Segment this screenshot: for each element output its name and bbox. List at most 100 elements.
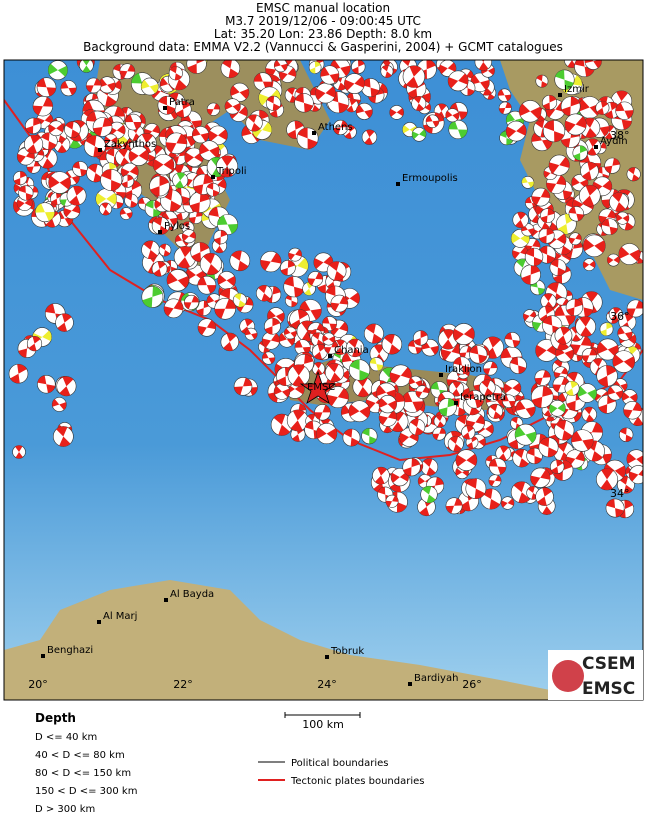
ball-lobe bbox=[629, 469, 643, 482]
ball-lobe bbox=[142, 286, 163, 308]
focal-mechanism bbox=[151, 216, 170, 235]
ball-lobe bbox=[500, 131, 513, 145]
focal-mechanism bbox=[609, 192, 629, 212]
ball-lobe bbox=[597, 365, 617, 387]
ball-lobe bbox=[343, 428, 360, 447]
focal-mechanism bbox=[86, 163, 105, 183]
ball-bg bbox=[52, 426, 74, 447]
ball-lobe bbox=[573, 145, 587, 161]
scale-label: 100 km bbox=[302, 718, 344, 731]
focal-mechanism bbox=[322, 332, 336, 346]
focal-mechanism bbox=[474, 60, 492, 71]
focal-mechanism bbox=[596, 365, 618, 387]
city-label: Aydin bbox=[600, 136, 628, 147]
ball-lobe bbox=[564, 116, 587, 133]
ball-lobe bbox=[199, 143, 220, 158]
ball-lobe bbox=[604, 158, 620, 174]
ball-lobe bbox=[412, 129, 426, 140]
ball-lobe bbox=[335, 339, 345, 355]
ball-lobe bbox=[555, 69, 574, 90]
ball-lobe bbox=[356, 104, 373, 118]
ball-lobe bbox=[605, 125, 614, 140]
ball-lobe bbox=[175, 172, 186, 188]
focal-mechanism bbox=[197, 275, 217, 295]
ball-lobe bbox=[304, 282, 314, 296]
focal-mechanism bbox=[191, 126, 210, 144]
ball-lobe bbox=[422, 486, 436, 503]
ball-lobe bbox=[469, 345, 487, 364]
focal-mechanism bbox=[531, 187, 551, 207]
ball-lobe bbox=[192, 127, 209, 142]
ball-lobe bbox=[545, 101, 566, 118]
focal-mechanism bbox=[526, 447, 543, 465]
ball-lobe bbox=[531, 131, 553, 150]
focal-mechanism bbox=[245, 114, 263, 132]
cities: Patra Athens Zakynthos Tripoli Ermoupolis Pyl… bbox=[41, 84, 628, 686]
focal-mechanism bbox=[206, 182, 220, 197]
ball-lobe bbox=[571, 326, 581, 342]
focal-mechanism bbox=[348, 400, 371, 423]
ball-lobe bbox=[531, 386, 553, 408]
ball-lobe bbox=[230, 85, 249, 99]
focal-mechanism bbox=[330, 294, 349, 313]
ball-lobe bbox=[535, 343, 558, 358]
focal-mechanism bbox=[224, 98, 241, 115]
focal-mechanism bbox=[488, 474, 502, 488]
ball-lobe bbox=[583, 117, 597, 138]
ball-lobe bbox=[524, 239, 541, 253]
city-marker bbox=[594, 145, 598, 149]
ball-lobe bbox=[561, 96, 580, 116]
ball-lobe bbox=[37, 78, 56, 97]
city-label: Al Bayda bbox=[170, 589, 214, 600]
focal-mechanism bbox=[314, 404, 331, 421]
ball-lobe bbox=[312, 332, 324, 347]
focal-mechanism bbox=[618, 243, 641, 265]
ball-lobe bbox=[120, 208, 133, 219]
focal-mechanism bbox=[498, 101, 512, 115]
focal-mechanism bbox=[568, 206, 584, 222]
focal-mechanism bbox=[565, 298, 584, 317]
ball-lobe bbox=[278, 333, 295, 346]
focal-mechanism bbox=[380, 64, 394, 78]
ball-lobe bbox=[290, 409, 305, 431]
focal-mechanism bbox=[18, 185, 34, 201]
ball-lobe bbox=[459, 346, 474, 359]
ball-lobe bbox=[13, 171, 27, 185]
city-label: Patra bbox=[169, 97, 195, 108]
ball-lobe bbox=[582, 162, 597, 181]
focal-mechanism bbox=[124, 193, 139, 208]
focal-mechanism bbox=[216, 155, 239, 178]
focal-mechanism bbox=[165, 132, 188, 155]
ball-lobe bbox=[409, 377, 422, 388]
focal-mechanism bbox=[618, 427, 634, 442]
focal-mechanism bbox=[504, 332, 521, 348]
ball-lobe bbox=[462, 425, 474, 440]
ball-lobe bbox=[198, 320, 216, 335]
focal-mechanism bbox=[322, 316, 337, 332]
ball-lobe bbox=[25, 117, 41, 134]
lat-label: 36° bbox=[610, 310, 630, 323]
ball-lobe bbox=[344, 76, 365, 91]
ball-lobe bbox=[607, 386, 623, 399]
ball-lobe bbox=[207, 103, 220, 116]
focal-mechanism bbox=[66, 185, 87, 206]
ball-lobe bbox=[435, 415, 445, 428]
focal-mechanism bbox=[554, 326, 573, 345]
ball-lobe bbox=[549, 157, 570, 174]
focal-mechanism bbox=[577, 383, 597, 403]
ball-lobe bbox=[617, 327, 633, 340]
focal-mechanism bbox=[324, 362, 345, 383]
ball-lobe bbox=[287, 120, 304, 139]
city-marker bbox=[328, 354, 332, 358]
focal-mechanism bbox=[549, 259, 567, 276]
focal-mechanism bbox=[25, 117, 42, 134]
ball-lobe bbox=[48, 175, 71, 190]
focal-mechanism bbox=[229, 250, 251, 272]
ball-lobe bbox=[439, 62, 456, 74]
focal-mechanism bbox=[119, 63, 136, 80]
ball-lobe bbox=[577, 386, 597, 400]
ball-lobe bbox=[294, 340, 311, 355]
ball-lobe bbox=[596, 101, 608, 115]
focal-mechanism bbox=[141, 240, 160, 260]
ball-lobe bbox=[147, 145, 163, 167]
